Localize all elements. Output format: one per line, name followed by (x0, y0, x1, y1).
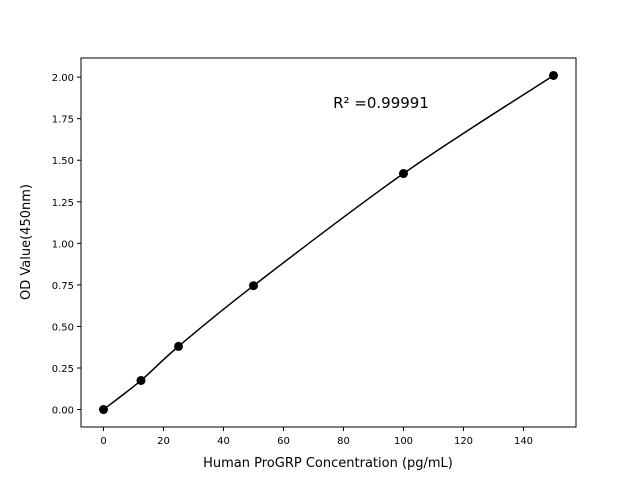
plot-frame (80, 57, 577, 428)
r-squared-annotation: R² =0.99991 (333, 94, 429, 112)
x-tick-label: 120 (454, 436, 473, 447)
y-tick-label: 0.75 (52, 281, 74, 292)
y-tick-label: 0.25 (52, 364, 74, 375)
x-tick-label: 140 (514, 436, 533, 447)
y-tick-label: 1.00 (52, 239, 74, 250)
y-tick-label: 1.75 (52, 115, 74, 126)
series (99, 70, 558, 415)
x-tick-label: 20 (157, 436, 170, 447)
x-tick-label: 0 (100, 436, 106, 447)
data-point (549, 70, 558, 80)
data-point (399, 169, 408, 179)
x-axis-ticks: 0 20 40 60 80 100 120 140 (100, 427, 533, 447)
x-tick-label: 40 (217, 436, 230, 447)
y-tick-label: 2.00 (52, 73, 74, 84)
y-tick-label: 0.00 (52, 406, 74, 417)
data-point (249, 281, 258, 291)
y-tick-label: 0.50 (52, 322, 74, 333)
data-point (99, 405, 108, 415)
y-axis-label: OD Value(450nm) (19, 184, 34, 300)
data-point (174, 341, 183, 351)
x-tick-label: 80 (337, 436, 350, 447)
x-axis-label: Human ProGRP Concentration (pg/mL) (203, 456, 453, 471)
x-tick-label: 60 (277, 436, 290, 447)
y-tick-label: 1.50 (52, 156, 74, 167)
y-axis-ticks: 0.00 0.25 0.50 0.75 1.00 1.25 1.50 1.75 2.00 (52, 73, 81, 417)
x-tick-label: 100 (394, 436, 413, 447)
y-tick-label: 1.25 (52, 198, 74, 209)
data-point (136, 375, 146, 385)
